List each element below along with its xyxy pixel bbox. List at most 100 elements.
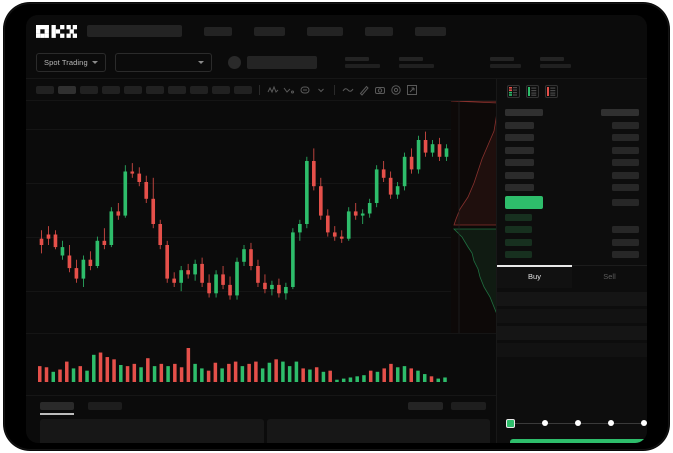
market-type-label: Spot Trading xyxy=(44,58,88,67)
ticker-stat-1-label xyxy=(344,57,369,61)
volume-series xyxy=(38,348,447,382)
nav-item-4[interactable] xyxy=(365,26,393,36)
orders-content-panels xyxy=(26,415,496,443)
ticker-stat-2 xyxy=(398,57,434,68)
timeframe-1[interactable] xyxy=(36,85,54,94)
orderbook-ask-row[interactable] xyxy=(505,133,639,142)
ask-amount xyxy=(612,121,639,129)
timeframe-8[interactable] xyxy=(190,85,208,94)
bid-amount xyxy=(612,251,639,258)
orderbook-bid-row[interactable] xyxy=(505,225,639,234)
compare-icon[interactable] xyxy=(283,84,295,96)
indicators-icon[interactable] xyxy=(267,84,279,96)
step-dot-3[interactable] xyxy=(575,420,581,426)
timeframe-10[interactable] xyxy=(234,85,252,94)
onboarding-stepper xyxy=(504,416,647,430)
orderbook-header-row xyxy=(505,108,639,117)
tab-buy[interactable]: Buy xyxy=(497,265,572,288)
timeframe-4[interactable] xyxy=(102,85,120,94)
market-type-selector[interactable]: Spot Trading xyxy=(36,53,106,72)
bid-amount xyxy=(612,238,639,246)
step-dot-4[interactable] xyxy=(608,420,614,426)
tab-order-history[interactable] xyxy=(88,401,122,410)
orders-panel-left xyxy=(40,419,264,443)
ask-amount xyxy=(612,134,639,141)
step-dot-1[interactable] xyxy=(506,418,515,428)
orders-actions xyxy=(408,402,486,410)
nav-item-2[interactable] xyxy=(254,26,285,36)
nav-item-5[interactable] xyxy=(415,26,446,36)
timeframe-6[interactable] xyxy=(146,85,164,94)
settings-icon[interactable] xyxy=(390,84,402,96)
bid-price xyxy=(505,251,532,258)
timeframe-7[interactable] xyxy=(168,85,186,94)
chevron-down-icon xyxy=(91,61,98,64)
device-bezel xyxy=(4,3,669,450)
timeframe-9[interactable] xyxy=(212,85,230,94)
bid-price xyxy=(505,213,532,221)
orderbook-header-amount xyxy=(601,109,639,116)
draw-icon[interactable] xyxy=(358,84,370,96)
spread-amount xyxy=(612,198,639,206)
trade-form-field-4[interactable] xyxy=(497,343,647,357)
tab-open-orders[interactable] xyxy=(40,401,74,415)
nav-items xyxy=(204,26,446,36)
orderbook-view-bids-icon[interactable] xyxy=(526,85,539,98)
ticker-stat-3 xyxy=(489,57,521,68)
chart-gridline xyxy=(26,237,496,238)
orderbook-spread-row[interactable] xyxy=(505,195,639,209)
tablet-device-frame: Spot Trading xyxy=(4,3,669,450)
ask-amount xyxy=(612,159,639,166)
fullscreen-icon[interactable] xyxy=(406,84,418,96)
trade-form-field-2[interactable] xyxy=(497,309,647,323)
orderbook-view-both-icon[interactable] xyxy=(507,85,520,98)
price-chart[interactable] xyxy=(26,101,496,333)
orderbook-bid-row[interactable] xyxy=(505,213,639,222)
ask-price xyxy=(505,171,534,179)
step-dot-2[interactable] xyxy=(542,420,548,426)
ask-amount xyxy=(612,146,639,154)
ticker-stat-4-value xyxy=(539,64,571,68)
bid-price xyxy=(505,226,532,233)
chart-gridline xyxy=(26,183,496,184)
nav-item-1[interactable] xyxy=(204,26,232,36)
orderbook-bid-row[interactable] xyxy=(505,250,639,259)
orderbook-panel: Buy Sell xyxy=(496,79,647,443)
chart-toolbar xyxy=(26,79,647,101)
okx-logo-icon[interactable] xyxy=(36,24,77,38)
timeframe-5[interactable] xyxy=(124,85,142,94)
ask-price xyxy=(505,146,534,154)
ticker-stat-4-label xyxy=(539,57,564,61)
orderbook-ask-row[interactable] xyxy=(505,158,639,167)
chart-type-icon[interactable] xyxy=(342,84,354,96)
search-input[interactable] xyxy=(87,25,182,37)
ticker-stat-4 xyxy=(539,57,571,68)
trade-form-field-1[interactable] xyxy=(497,292,647,306)
timeframe-3[interactable] xyxy=(80,85,98,94)
orderbook-bid-row[interactable] xyxy=(505,238,639,247)
pair-selector[interactable] xyxy=(114,53,212,72)
orderbook-view-toggles xyxy=(497,79,647,104)
bottom-action-2[interactable] xyxy=(451,402,486,410)
orderbook-ask-row[interactable] xyxy=(505,183,639,192)
orderbook-ask-row[interactable] xyxy=(505,121,639,130)
bottom-action-1[interactable] xyxy=(408,402,443,410)
ask-price xyxy=(505,159,534,166)
tab-sell[interactable]: Sell xyxy=(603,272,616,281)
ticker-stat-2-value xyxy=(398,64,434,68)
ask-price xyxy=(505,184,534,191)
template-icon[interactable] xyxy=(299,84,311,96)
ask-price xyxy=(505,134,534,141)
timeframe-2[interactable] xyxy=(58,85,76,94)
trade-form-field-3[interactable] xyxy=(497,326,647,340)
trade-form-tabs: Buy Sell xyxy=(497,265,647,288)
camera-icon[interactable] xyxy=(374,84,386,96)
orderbook-ask-row[interactable] xyxy=(505,171,639,180)
orderbook-ask-row[interactable] xyxy=(505,146,639,155)
nav-item-3[interactable] xyxy=(307,26,343,36)
chevron-down-icon[interactable] xyxy=(315,84,327,96)
orderbook-view-asks-icon[interactable] xyxy=(545,85,558,98)
orders-panel-right xyxy=(266,419,490,443)
step-dot-5[interactable] xyxy=(641,420,647,426)
primary-cta-button[interactable] xyxy=(510,439,647,443)
